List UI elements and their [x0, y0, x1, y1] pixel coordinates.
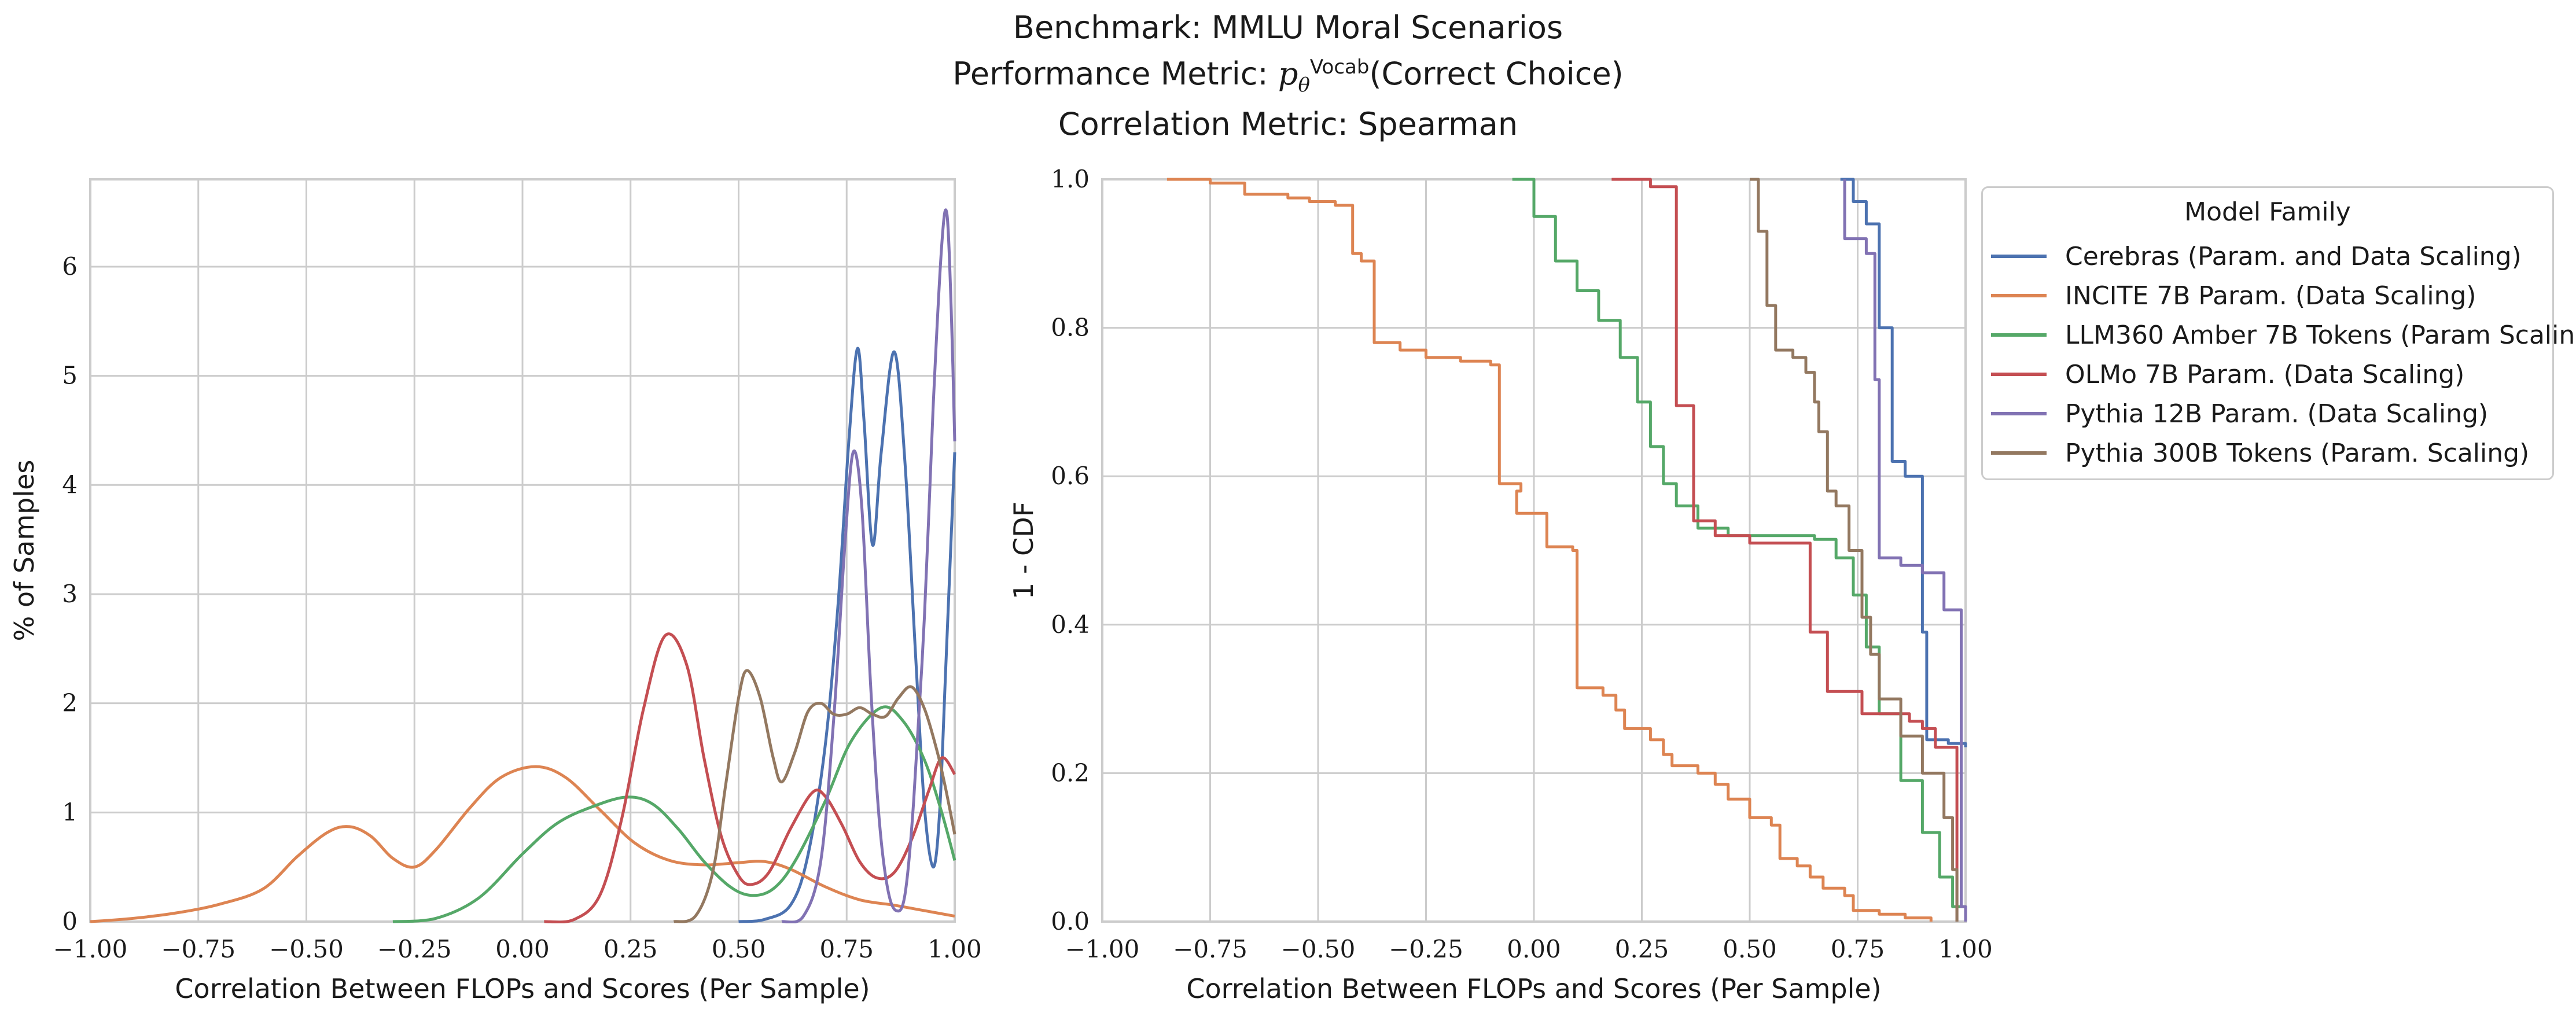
- y-axis-label: 1 - CDF: [1008, 502, 1039, 599]
- series-group: [90, 208, 956, 923]
- x-tick-label: −1.00: [1065, 935, 1140, 963]
- x-tick-label: 0.50: [1723, 935, 1777, 963]
- legend-swatch-incite: [1991, 294, 2047, 297]
- title-metric-symbol: pθVocab: [1278, 56, 1370, 97]
- legend-swatch-olmo: [1991, 373, 2047, 376]
- legend-label-incite: INCITE 7B Param. (Data Scaling): [2065, 281, 2476, 311]
- y-tick-label: 0.8: [1051, 314, 1090, 342]
- legend-item-pythia300b: Pythia 300B Tokens (Param. Scaling): [1991, 436, 2529, 470]
- legend-item-pythia12b: Pythia 12B Param. (Data Scaling): [1991, 396, 2488, 431]
- legend-label-pythia300b: Pythia 300B Tokens (Param. Scaling): [2065, 438, 2530, 468]
- series-line-pythia12b: [1843, 179, 1967, 922]
- x-tick-label: −1.00: [53, 935, 128, 963]
- x-tick-label: −0.75: [161, 935, 235, 963]
- metric-symbol-p: p: [1278, 56, 1298, 92]
- y-tick-label: 5: [62, 362, 78, 390]
- x-tick-label: 0.75: [819, 935, 874, 963]
- x-axis-label: Correlation Between FLOPs and Scores (Pe…: [175, 973, 870, 1004]
- x-tick-label: 1.00: [1938, 935, 1993, 963]
- series-line-incite: [1166, 178, 1933, 922]
- x-tick-label: 1.00: [928, 935, 982, 963]
- y-tick-label: 4: [62, 470, 78, 499]
- title-correlation-metric: Correlation Metric: Spearman: [1058, 105, 1518, 142]
- metric-symbol-sub: θ: [1298, 73, 1310, 97]
- legend-label-pythia12b: Pythia 12B Param. (Data Scaling): [2065, 399, 2489, 429]
- y-tick-label: 0.0: [1051, 907, 1090, 935]
- legend-title: Model Family: [2184, 197, 2351, 227]
- y-tick-label: 1: [62, 798, 78, 826]
- series-line-olmo: [544, 632, 956, 923]
- legend-label-olmo: OLMo 7B Param. (Data Scaling): [2065, 359, 2465, 389]
- y-tick-label: 0.2: [1051, 758, 1090, 787]
- x-tick-label: 0.25: [1615, 935, 1669, 963]
- legend-swatch-pythia12b: [1991, 412, 2047, 415]
- legend-item-llm360: LLM360 Amber 7B Tokens (Param Scaling): [1991, 318, 2576, 352]
- legend-item-cerebras: Cerebras (Param. and Data Scaling): [1991, 239, 2522, 274]
- legend-swatch-cerebras: [1991, 255, 2047, 258]
- legend: Model Family Cerebras (Param. and Data S…: [1981, 186, 2576, 480]
- x-tick-label: −0.25: [1389, 935, 1463, 963]
- title-metric-prefix: Performance Metric:: [952, 56, 1278, 92]
- title-benchmark: Benchmark: MMLU Moral Scenarios: [1013, 9, 1563, 46]
- x-tick-label: 0.25: [603, 935, 658, 963]
- series-line-pythia12b: [781, 208, 956, 923]
- legend-swatch-llm360: [1991, 333, 2047, 337]
- x-tick-label: 0.00: [1507, 935, 1561, 963]
- legend-label-cerebras: Cerebras (Param. and Data Scaling): [2065, 241, 2522, 271]
- y-tick-label: 0.4: [1051, 610, 1090, 639]
- title-metric-suffix: (Correct Choice): [1369, 56, 1624, 92]
- y-tick-label: 2: [62, 689, 78, 717]
- series-line-llm360: [1512, 178, 1967, 922]
- legend-item-olmo: OLMo 7B Param. (Data Scaling): [1991, 357, 2464, 392]
- y-tick-label: 0.6: [1051, 462, 1090, 490]
- series-line-incite: [90, 765, 955, 923]
- y-tick-label: 0: [62, 907, 78, 935]
- y-tick-label: 6: [62, 252, 78, 281]
- figure-titles: Benchmark: MMLU Moral Scenarios Performa…: [0, 8, 2576, 144]
- x-axis-label: Correlation Between FLOPs and Scores (Pe…: [1186, 973, 1881, 1004]
- kde-panel: −1.00 −0.75 −0.50 −0.25 0.00 0.25 0.50 0.75 1.00…: [9, 178, 982, 1004]
- series-group: [1166, 178, 1967, 922]
- y-tick-label: 1.0: [1051, 165, 1090, 193]
- legend-swatch-pythia300b: [1991, 451, 2047, 455]
- metric-symbol-sup: Vocab: [1309, 56, 1370, 79]
- plot-frame: [89, 178, 956, 923]
- x-tick-label: −0.25: [377, 935, 452, 963]
- x-tick-label: −0.50: [269, 935, 344, 963]
- series-line-olmo: [1611, 178, 1959, 922]
- y-axis-label: % of Samples: [9, 460, 40, 642]
- x-tick-label: 0.50: [712, 935, 766, 963]
- series-line-cerebras: [1840, 178, 1967, 747]
- series-line-pythia300b: [1750, 178, 1959, 922]
- y-tick-label: 3: [62, 580, 78, 608]
- x-tick-label: 0.00: [495, 935, 550, 963]
- x-tick-label: −0.75: [1173, 935, 1247, 963]
- series-line-pythia300b: [673, 669, 956, 923]
- series-line-cerebras: [738, 347, 956, 923]
- legend-item-incite: INCITE 7B Param. (Data Scaling): [1991, 278, 2476, 313]
- legend-label-llm360: LLM360 Amber 7B Tokens (Param Scaling): [2065, 320, 2576, 350]
- ecdf-panel: −1.00 −0.75 −0.50 −0.25 0.00 0.25 0.50 0.75 1.00…: [1008, 165, 1993, 1004]
- x-tick-label: −0.50: [1281, 935, 1356, 963]
- title-performance-metric: Performance Metric: pθVocab(Correct Choi…: [0, 47, 2576, 105]
- x-tick-label: 0.75: [1831, 935, 1885, 963]
- series-line-llm360: [392, 705, 956, 923]
